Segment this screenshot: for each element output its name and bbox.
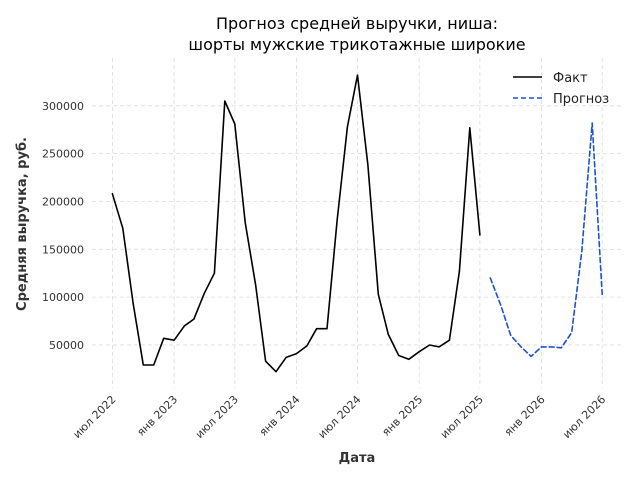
chart-title-line-1: Прогноз средней выручки, ниша: (216, 14, 498, 33)
x-tick-label: июл 2022 (71, 393, 119, 441)
x-tick-label: июл 2025 (438, 393, 486, 441)
series-line-fact (111, 74, 481, 373)
x-axis-ticks: июл 2022 янв 2023 июл 2023 янв 2024 июл 2024… (71, 393, 609, 441)
y-tick-label: 100000 (42, 291, 84, 304)
y-tick-label: 250000 (42, 148, 84, 161)
grid (92, 58, 623, 388)
x-tick-label: янв 2026 (502, 393, 548, 439)
y-tick-label: 200000 (42, 195, 84, 208)
x-tick-label: июл 2023 (193, 393, 241, 441)
legend-label-fact: Факт (553, 71, 588, 86)
series-lines (111, 74, 604, 373)
y-tick-label: 300000 (42, 100, 84, 113)
y-axis-ticks: 50000 100000 150000 200000 250000 300000 (42, 100, 84, 352)
x-tick-label: янв 2024 (257, 393, 303, 439)
x-tick-label: янв 2023 (134, 393, 180, 439)
legend: Факт Прогноз (513, 71, 609, 107)
y-tick-label: 50000 (49, 339, 84, 352)
x-tick-label: июл 2024 (316, 393, 364, 441)
series-line-forecast (489, 122, 604, 358)
legend-label-forecast: Прогноз (553, 92, 609, 107)
x-tick-label: янв 2025 (379, 393, 425, 439)
x-tick-label: июл 2026 (560, 393, 608, 441)
y-axis-label: Средняя выручка, руб. (15, 137, 30, 311)
chart-title-line-2: шорты мужские трикотажные широкие (188, 35, 525, 54)
x-axis-label: Дата (339, 451, 376, 466)
y-tick-label: 150000 (42, 243, 84, 256)
